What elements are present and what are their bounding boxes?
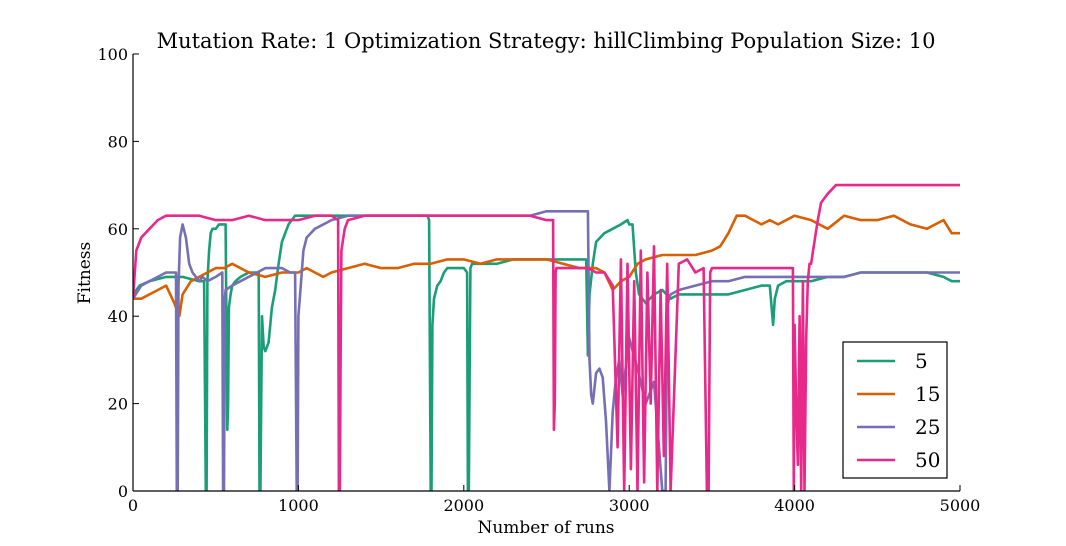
y-tick-label: 80 [108,132,128,151]
series-line-25 [133,210,960,491]
x-axis-label: Number of runs [477,518,614,538]
legend: 5 15 25 50 [842,341,948,479]
axes-layer: 0 1000 2000 3000 4000 5000 0 20 40 60 80 100 [97,45,980,515]
y-tick-label: 100 [97,45,128,64]
x-tick-label: 0 [128,496,138,515]
series-line-50 [133,183,960,491]
x-tick-label: 2000 [443,496,484,515]
legend-label-15: 15 [915,382,940,406]
series-line-5 [133,214,960,491]
series-line-15 [133,214,960,318]
x-tick-label: 5000 [940,496,981,515]
y-tick-label: 0 [118,482,128,501]
legend-label-50: 50 [915,448,940,472]
x-tick-label: 4000 [774,496,815,515]
legend-frame [842,341,948,479]
x-tick-label: 3000 [609,496,650,515]
legend-label-5: 5 [915,349,928,373]
y-axis-label: Fitness [75,242,95,305]
series-layer [133,183,960,491]
x-tick-label: 1000 [278,496,319,515]
legend-label-25: 25 [915,415,940,439]
chart-title: Mutation Rate: 1 Optimization Strategy: … [157,29,936,53]
y-tick-label: 20 [108,395,128,414]
y-tick-label: 60 [108,220,128,239]
y-tick-label: 40 [108,307,128,326]
